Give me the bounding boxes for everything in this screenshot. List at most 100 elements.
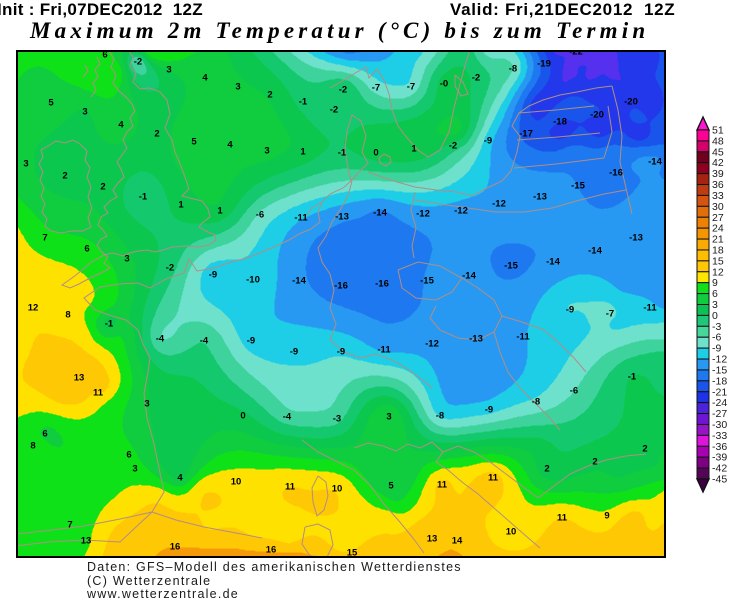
svg-text:-14: -14 — [373, 208, 387, 219]
svg-text:15: 15 — [712, 255, 724, 267]
svg-text:-15: -15 — [420, 276, 434, 287]
svg-text:-2: -2 — [134, 57, 142, 68]
svg-text:-15: -15 — [504, 261, 518, 272]
svg-text:-1: -1 — [628, 372, 637, 383]
svg-text:6: 6 — [42, 429, 47, 440]
svg-text:-9: -9 — [712, 343, 721, 355]
svg-text:-13: -13 — [469, 334, 483, 345]
svg-text:9: 9 — [712, 277, 718, 289]
svg-text:2: 2 — [62, 171, 67, 182]
svg-text:3: 3 — [264, 146, 269, 157]
svg-text:0: 0 — [712, 310, 718, 322]
svg-text:-6: -6 — [712, 332, 721, 344]
svg-text:-16: -16 — [334, 281, 348, 292]
svg-text:-4: -4 — [200, 336, 209, 347]
svg-text:-15: -15 — [712, 364, 727, 376]
svg-text:36: 36 — [712, 179, 724, 191]
svg-text:10: 10 — [332, 484, 343, 495]
svg-text:39: 39 — [712, 168, 724, 180]
svg-text:-14: -14 — [588, 246, 602, 257]
svg-text:-13: -13 — [533, 192, 547, 203]
svg-text:-1: -1 — [139, 192, 148, 203]
svg-text:-8: -8 — [509, 64, 517, 75]
svg-text:51: 51 — [712, 125, 724, 137]
svg-text:-7: -7 — [372, 83, 380, 94]
svg-text:-0: -0 — [440, 79, 448, 90]
svg-text:13: 13 — [427, 534, 438, 545]
svg-text:13: 13 — [74, 373, 85, 384]
svg-text:-33: -33 — [712, 430, 727, 442]
svg-text:16: 16 — [170, 542, 181, 553]
svg-text:-9: -9 — [209, 270, 217, 281]
svg-text:-10: -10 — [246, 275, 260, 286]
svg-text:-14: -14 — [292, 276, 306, 287]
svg-text:-9: -9 — [566, 305, 574, 316]
svg-text:-3: -3 — [712, 321, 721, 333]
svg-text:18: 18 — [712, 244, 724, 256]
svg-text:14: 14 — [452, 536, 463, 547]
svg-text:-36: -36 — [712, 441, 727, 453]
svg-text:16: 16 — [266, 545, 277, 556]
svg-text:-2: -2 — [472, 73, 480, 84]
svg-text:0: 0 — [240, 411, 245, 422]
svg-text:-39: -39 — [712, 452, 727, 464]
svg-text:-12: -12 — [454, 206, 468, 217]
svg-text:27: 27 — [712, 212, 724, 224]
svg-text:4: 4 — [202, 73, 208, 84]
svg-text:-1: -1 — [299, 97, 308, 108]
svg-text:1: 1 — [178, 200, 184, 211]
svg-text:21: 21 — [712, 234, 724, 246]
svg-text:7: 7 — [42, 233, 47, 244]
svg-text:-2: -2 — [449, 141, 457, 152]
svg-text:-45: -45 — [712, 474, 727, 486]
svg-text:11: 11 — [93, 388, 104, 399]
svg-text:-30: -30 — [712, 419, 727, 431]
svg-text:-11: -11 — [516, 332, 530, 343]
svg-text:7: 7 — [67, 520, 72, 531]
svg-text:10: 10 — [231, 477, 242, 488]
svg-text:-14: -14 — [648, 157, 662, 168]
svg-text:1: 1 — [411, 144, 417, 155]
svg-text:11: 11 — [437, 480, 448, 491]
svg-text:-9: -9 — [484, 136, 492, 147]
svg-text:33: 33 — [712, 190, 724, 202]
svg-text:-4: -4 — [156, 334, 165, 345]
svg-text:-9: -9 — [247, 336, 255, 347]
svg-text:-9: -9 — [337, 347, 345, 358]
svg-text:10: 10 — [506, 527, 517, 538]
svg-text:-27: -27 — [712, 408, 727, 420]
svg-text:-12: -12 — [416, 209, 430, 220]
svg-text:9: 9 — [604, 511, 609, 522]
svg-text:-9: -9 — [485, 405, 493, 416]
svg-text:12: 12 — [712, 266, 724, 278]
svg-text:3: 3 — [235, 82, 240, 93]
svg-text:-14: -14 — [462, 271, 476, 282]
svg-text:-9: -9 — [290, 347, 298, 358]
svg-text:1: 1 — [217, 206, 223, 217]
svg-text:-14: -14 — [546, 257, 560, 268]
svg-text:3: 3 — [23, 159, 28, 170]
svg-text:3: 3 — [144, 399, 149, 410]
svg-text:5: 5 — [48, 98, 54, 109]
svg-text:-2: -2 — [330, 105, 338, 116]
svg-text:4: 4 — [118, 120, 124, 131]
svg-text:2: 2 — [154, 129, 159, 140]
svg-text:6: 6 — [84, 244, 89, 255]
svg-text:-11: -11 — [377, 345, 391, 356]
svg-text:15: 15 — [347, 548, 358, 559]
svg-text:-1: -1 — [338, 148, 347, 159]
svg-text:8: 8 — [30, 441, 35, 452]
svg-text:6: 6 — [102, 50, 107, 61]
svg-text:5: 5 — [388, 481, 394, 492]
svg-text:8: 8 — [65, 310, 70, 321]
svg-text:5: 5 — [191, 137, 197, 148]
svg-text:-8: -8 — [436, 411, 444, 422]
svg-text:-3: -3 — [333, 414, 341, 425]
svg-text:45: 45 — [712, 146, 724, 158]
svg-text:-2: -2 — [166, 263, 174, 274]
svg-text:-15: -15 — [571, 181, 585, 192]
svg-text:2: 2 — [642, 444, 647, 455]
svg-text:-22: -22 — [569, 50, 583, 58]
svg-text:13: 13 — [81, 536, 92, 547]
svg-text:2: 2 — [592, 457, 597, 468]
